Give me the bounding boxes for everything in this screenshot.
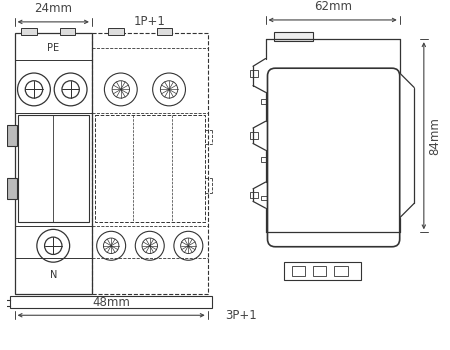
Text: 1P+1: 1P+1 (134, 15, 166, 28)
Text: 24mm: 24mm (34, 2, 72, 15)
Bar (274, 32, 313, 41)
Bar (7, 178, 17, 200)
Text: 48mm: 48mm (92, 295, 130, 308)
Text: 84mm: 84mm (429, 117, 441, 155)
Bar (15, 34, 92, 294)
Text: 3P+1: 3P+1 (225, 309, 257, 322)
Bar (261, 196, 267, 201)
Bar (250, 70, 258, 77)
Bar (95, 116, 205, 222)
Bar (250, 192, 258, 198)
Bar (18, 116, 89, 222)
Bar (92, 34, 207, 294)
Bar (10, 296, 212, 308)
Bar (261, 99, 267, 104)
Bar (284, 262, 361, 280)
Bar (108, 28, 124, 35)
Bar (261, 157, 267, 162)
Bar (313, 266, 326, 276)
Bar (157, 28, 172, 35)
Bar (60, 28, 76, 35)
Text: PE: PE (47, 43, 59, 53)
Bar (292, 266, 305, 276)
Bar (22, 28, 37, 35)
Bar (334, 266, 347, 276)
Text: 62mm: 62mm (314, 0, 351, 13)
Text: N: N (50, 270, 57, 280)
Bar (250, 132, 258, 139)
Bar (7, 125, 17, 146)
